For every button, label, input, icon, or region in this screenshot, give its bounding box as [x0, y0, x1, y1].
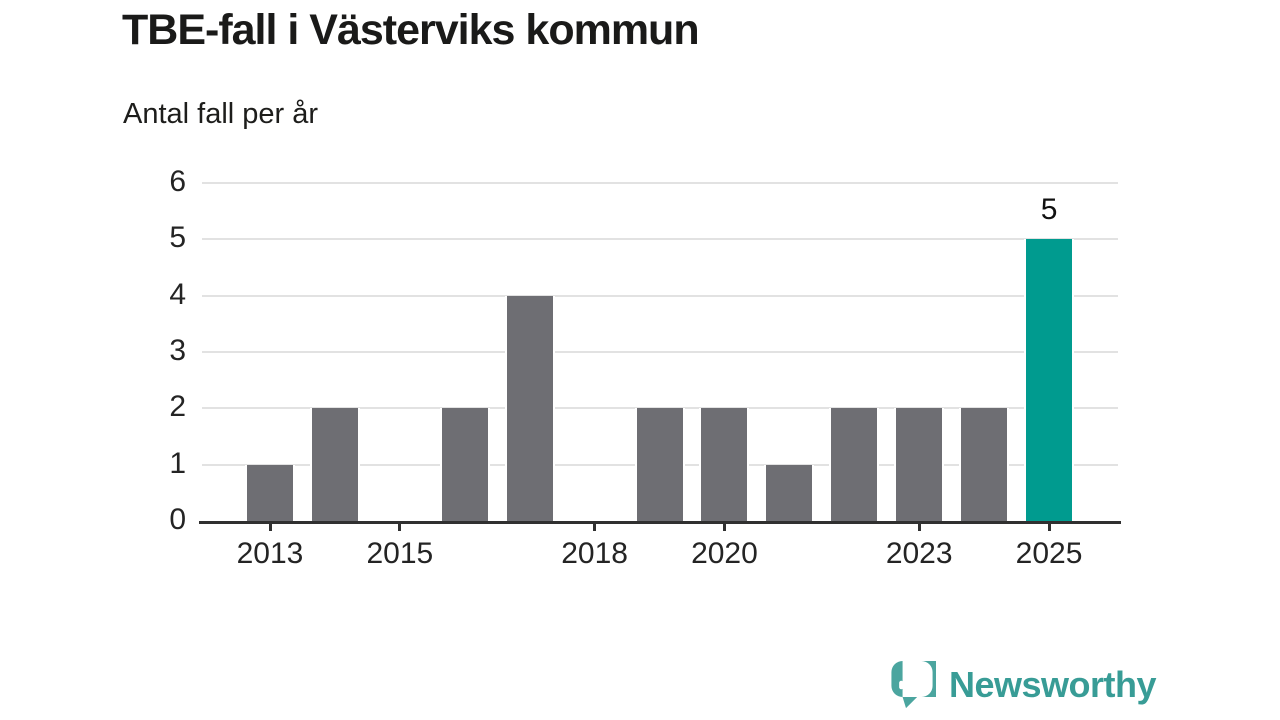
bar-value-label: 5 [1040, 193, 1058, 227]
bar [245, 464, 295, 521]
y-axis-label: 1 [169, 446, 186, 480]
bar [764, 464, 815, 521]
x-axis-tick [268, 521, 272, 531]
gridline [202, 182, 1118, 184]
gridline [202, 238, 1118, 241]
y-axis-label: 6 [169, 165, 186, 198]
newsworthy-logo-text: Newsworthy [948, 664, 1157, 705]
y-axis-label: 0 [169, 503, 186, 536]
bar [894, 408, 945, 521]
x-axis-label: 2013 [236, 537, 304, 570]
y-axis-label: 3 [169, 334, 186, 367]
x-axis-label: 2018 [561, 537, 628, 570]
bar [634, 408, 685, 521]
bar [829, 408, 880, 521]
x-axis-label: 2020 [691, 537, 758, 570]
x-axis-tick [398, 521, 402, 531]
bar [439, 408, 490, 521]
x-axis-tick [1047, 521, 1051, 531]
highlighted-bar [1024, 239, 1075, 521]
bar [504, 295, 555, 521]
newsworthy-logo-icon [891, 661, 936, 709]
gridline [202, 351, 1118, 353]
x-axis-tick [917, 521, 921, 531]
bar [959, 408, 1010, 521]
x-axis-label: 2015 [366, 537, 434, 570]
bar [699, 408, 750, 521]
bar [309, 408, 360, 521]
chart-subtitle: Antal fall per år [123, 98, 319, 130]
x-axis-label: 2025 [1015, 537, 1083, 570]
page-title: TBE-fall i Västerviks kommun [122, 6, 700, 54]
plot-area: 0 1 2 3 4 5 6 2013 2015 2018 2020 2023 2025 5 [169, 167, 1121, 570]
x-axis-baseline [199, 521, 1121, 524]
x-axis-tick [593, 521, 597, 531]
x-axis-tick [722, 521, 726, 531]
newsworthy-logo: Newsworthy [888, 658, 1157, 712]
y-axis-label: 4 [169, 277, 186, 311]
y-axis-label: 2 [169, 390, 186, 424]
x-axis-label: 2023 [885, 537, 953, 570]
gridline [202, 294, 1118, 297]
y-axis-label: 5 [169, 221, 186, 255]
